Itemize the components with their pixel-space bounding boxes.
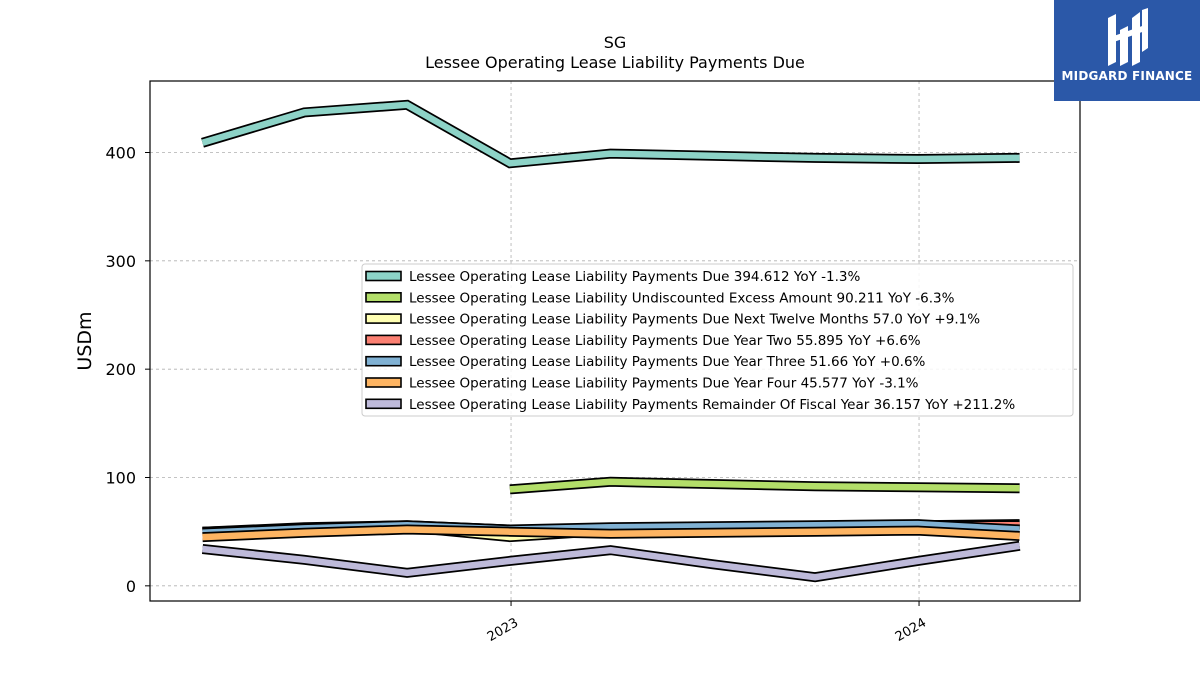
legend-entry: Lessee Operating Lease Liability Payment…: [409, 376, 919, 392]
legend-swatch: [365, 398, 402, 410]
legend-entry: Lessee Operating Lease Liability Payment…: [409, 354, 926, 370]
series-line: [202, 542, 1021, 581]
series-line: [509, 478, 1020, 493]
chart-subtitle: Lessee Operating Lease Liability Payment…: [425, 53, 805, 72]
legend-swatch: [365, 291, 402, 303]
y-axis-label: USDm: [74, 311, 96, 370]
y-tick-label: 0: [126, 577, 136, 596]
x-tick-label: 2024: [893, 615, 929, 645]
legend: Lessee Operating Lease Liability Payment…: [361, 263, 1074, 417]
y-tick-label: 100: [105, 469, 136, 488]
plot-frame: [149, 80, 1081, 602]
y-tick-label: 300: [105, 252, 136, 271]
legend-swatch: [365, 334, 402, 346]
legend-swatch: [365, 377, 402, 388]
legend-swatch: [365, 270, 402, 282]
x-tick-label: 2023: [485, 615, 521, 645]
brand-logo: MIDGARD FINANCE: [1054, 0, 1200, 101]
series-lines: [201, 99, 1021, 583]
logo-mark-icon: [1108, 8, 1148, 66]
legend-entry: Lessee Operating Lease Liability Payment…: [409, 312, 980, 328]
y-tick-label: 200: [105, 360, 136, 379]
legend-swatch: [365, 313, 402, 324]
legend-entry: Lessee Operating Lease Liability Payment…: [409, 333, 921, 349]
legend-entry: Lessee Operating Lease Liability Undisco…: [409, 290, 955, 306]
y-tick-label: 400: [105, 144, 136, 163]
logo-text: MIDGARD FINANCE: [1061, 69, 1193, 83]
legend-swatch: [365, 355, 402, 367]
legend-entry: Lessee Operating Lease Liability Payment…: [409, 397, 1015, 413]
legend-entry: Lessee Operating Lease Liability Payment…: [409, 269, 860, 285]
series-line: [202, 526, 1020, 541]
series-line: [201, 101, 1020, 167]
legend-box: [361, 263, 1074, 417]
chart-title: SG: [604, 33, 627, 52]
